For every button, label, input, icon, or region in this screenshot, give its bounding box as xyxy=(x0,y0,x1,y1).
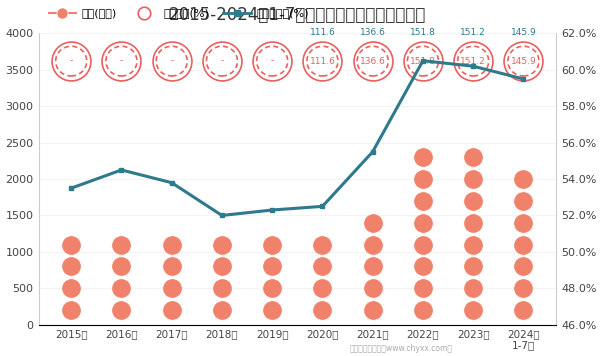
Text: 136.6: 136.6 xyxy=(360,57,386,66)
Text: -: - xyxy=(170,57,173,66)
Text: 151.2: 151.2 xyxy=(461,57,486,66)
Title: 2015-2024年1-7月海南省工业企业负债统计图: 2015-2024年1-7月海南省工业企业负债统计图 xyxy=(169,6,426,23)
Text: 111.6: 111.6 xyxy=(309,28,335,37)
Text: 145.9: 145.9 xyxy=(510,57,536,66)
Text: -: - xyxy=(70,57,73,66)
Text: 145.9: 145.9 xyxy=(510,28,536,37)
Legend: 负债(亿元), 产权比率(%), 资产负债率(%): 负债(亿元), 产权比率(%), 资产负债率(%) xyxy=(44,4,313,23)
Text: -: - xyxy=(220,57,223,66)
Text: 制图：智研咨询（www.chyxx.com）: 制图：智研咨询（www.chyxx.com） xyxy=(349,344,452,353)
Text: 151.8: 151.8 xyxy=(410,28,436,37)
Text: 151.8: 151.8 xyxy=(410,57,436,66)
Text: -: - xyxy=(270,57,274,66)
Text: 111.6: 111.6 xyxy=(309,57,335,66)
Text: 136.6: 136.6 xyxy=(360,28,386,37)
Text: 151.2: 151.2 xyxy=(461,28,486,37)
Text: -: - xyxy=(120,57,123,66)
